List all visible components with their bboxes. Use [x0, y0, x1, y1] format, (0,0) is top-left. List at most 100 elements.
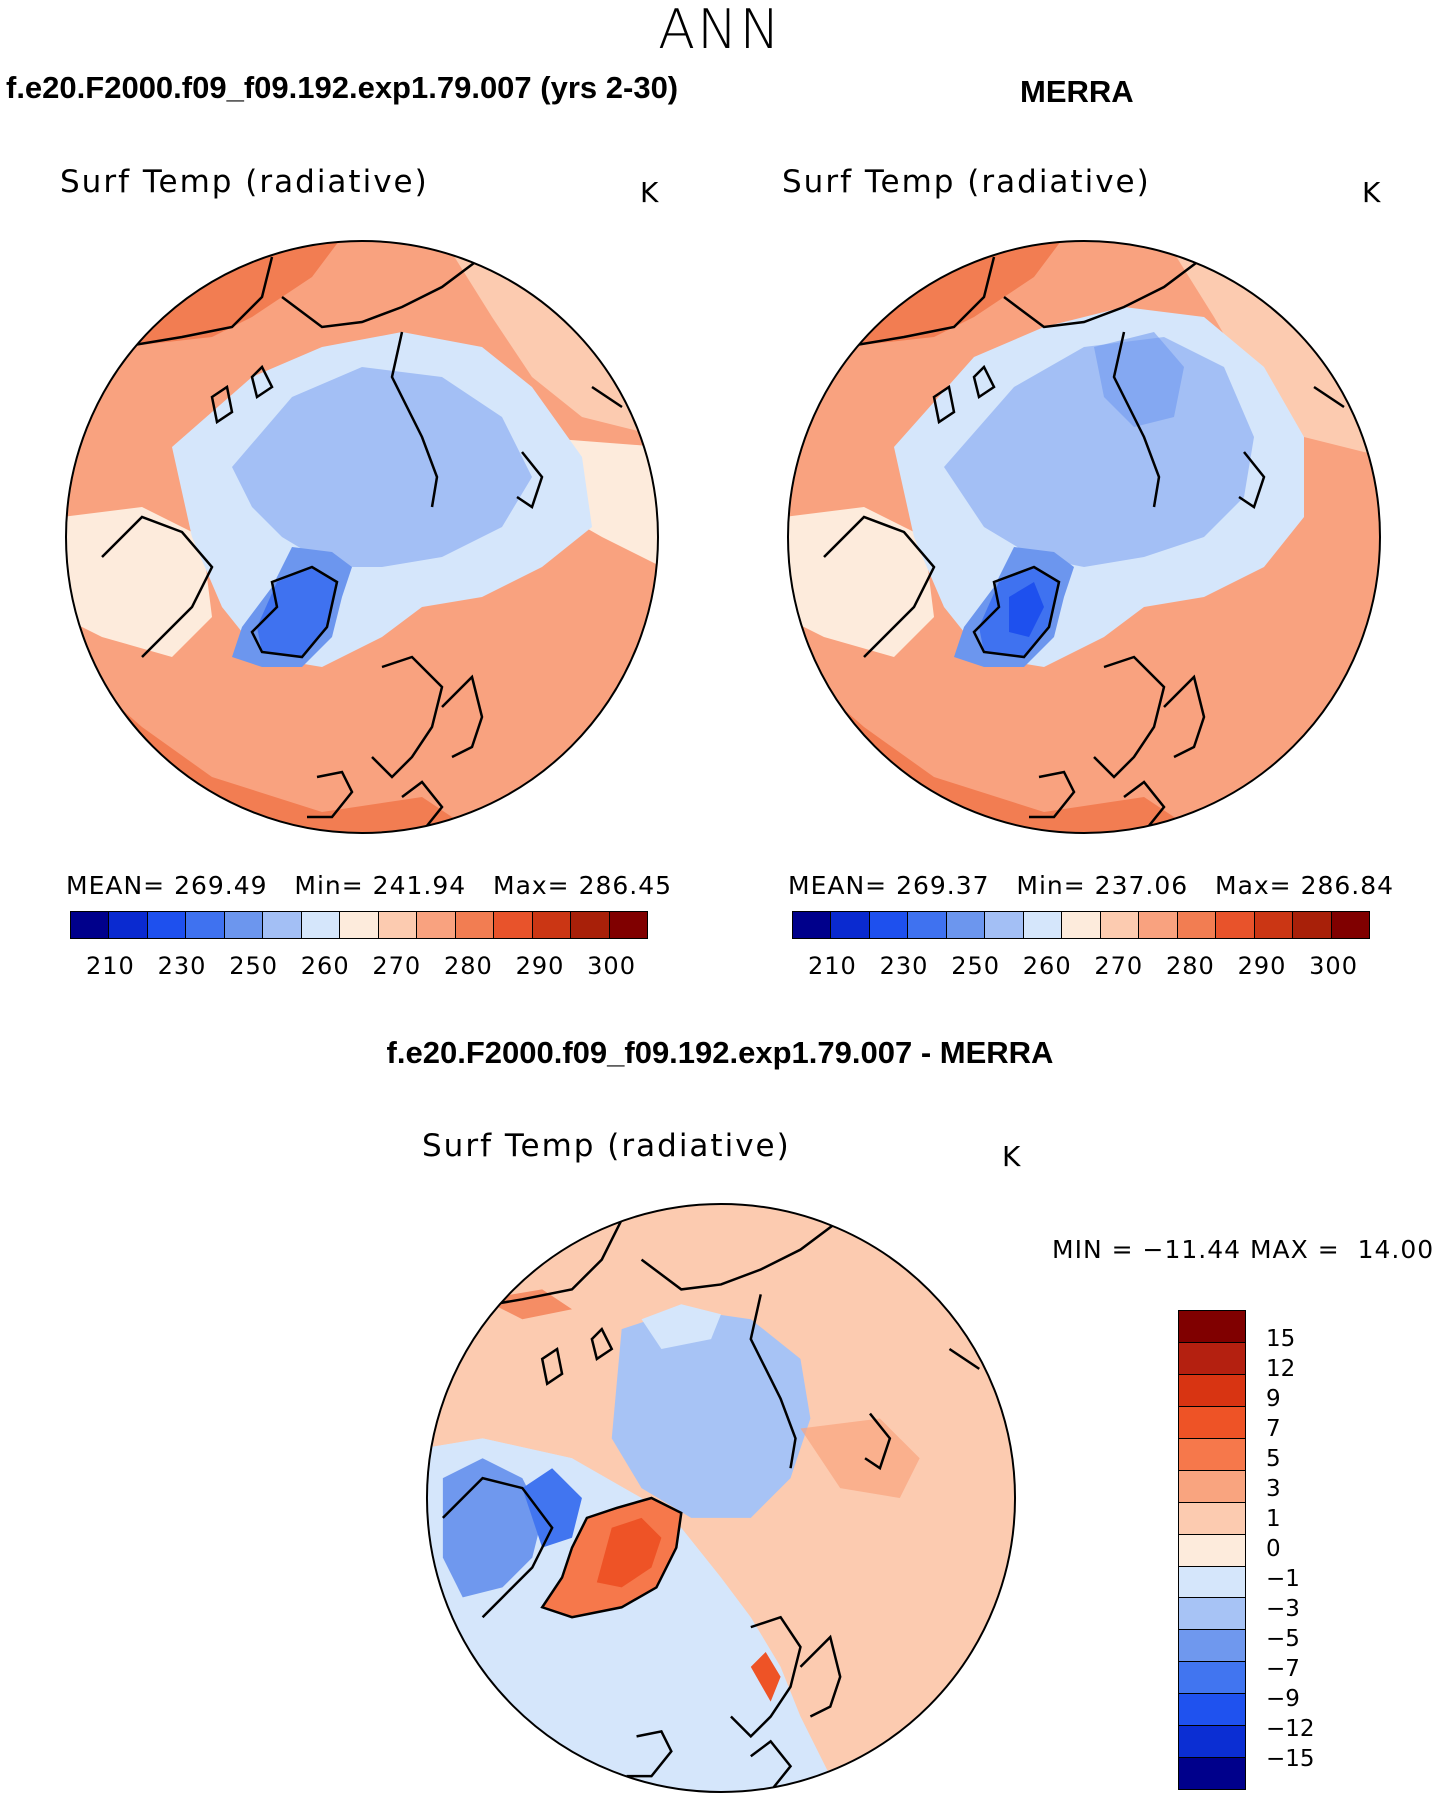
colorbar-swatch — [1179, 1758, 1245, 1790]
panel2-max-label: Max= — [1215, 871, 1292, 900]
colorbar-tick-label: 15 — [1266, 1326, 1296, 1352]
panel1-mean-value: 269.49 — [174, 871, 268, 900]
colorbar-swatch — [71, 912, 110, 938]
colorbar-swatch — [263, 912, 302, 938]
colorbar-tick-label: 280 — [443, 952, 493, 980]
colorbar-swatch — [1293, 912, 1332, 938]
colorbar-swatch — [1179, 1502, 1245, 1535]
panel2-mean-value: 269.37 — [896, 871, 990, 900]
colorbar-tick-label: 230 — [879, 952, 929, 980]
panel2-stats: MEAN= 269.37 Min= 237.06 Max= 286.84 — [788, 871, 1394, 900]
colorbar-tick-label: −12 — [1266, 1716, 1315, 1742]
panel1-colorbar — [70, 911, 648, 939]
colorbar-tick-label: 300 — [1309, 952, 1358, 980]
colorbar-tick-label: 290 — [1237, 952, 1287, 980]
colorbar-tick-label: 260 — [1022, 952, 1072, 980]
panel2-colorbar — [792, 911, 1370, 939]
colorbar-swatch — [1179, 1662, 1245, 1695]
colorbar-swatch — [946, 912, 986, 938]
panel1-max-label: Max= — [493, 871, 570, 900]
colorbar-swatch — [1179, 1726, 1245, 1759]
panel1-max-value: 286.45 — [578, 871, 673, 900]
colorbar-tick-label: 5 — [1266, 1446, 1281, 1472]
colorbar-tick-label: 290 — [515, 952, 565, 980]
colorbar-tick-label: −3 — [1266, 1596, 1300, 1622]
panel1-min-label: Min= — [294, 871, 364, 900]
colorbar-swatch — [109, 912, 148, 938]
panel1-min-value: 241.94 — [372, 871, 467, 900]
colorbar-tick-label: 260 — [300, 952, 350, 980]
panel3-min-value: −11.44 — [1142, 1235, 1242, 1264]
colorbar-tick-label: 9 — [1266, 1386, 1281, 1412]
colorbar-swatch — [985, 912, 1024, 938]
colorbar-tick-label: 210 — [808, 952, 857, 980]
colorbar-swatch — [1179, 1598, 1245, 1631]
colorbar-swatch — [1179, 1374, 1245, 1407]
colorbar-tick-label: 300 — [587, 952, 636, 980]
season-title: ANN — [658, 0, 782, 61]
colorbar-tick-label: 0 — [1266, 1536, 1281, 1562]
panel3-title: f.e20.F2000.f09_f09.192.exp1.79.007 - ME… — [386, 1035, 1054, 1070]
panel3-variable: Surf Temp (radiative) — [422, 1128, 791, 1164]
colorbar-swatch — [340, 912, 379, 938]
colorbar-tick-label: 270 — [372, 952, 422, 980]
colorbar-tick-label: 280 — [1165, 952, 1215, 980]
colorbar-swatch — [908, 912, 947, 938]
colorbar-swatch — [455, 912, 495, 938]
panel3-colorbar-ticks: 15 12 9 7 5 3 1 0 −1 −3 −5 −7 −9 −12 −15 — [1266, 1310, 1336, 1790]
colorbar-tick-label: 12 — [1266, 1356, 1296, 1382]
colorbar-tick-label: 230 — [157, 952, 207, 980]
panel2-max-value: 286.84 — [1300, 871, 1395, 900]
colorbar-swatch — [1179, 1630, 1245, 1663]
colorbar-swatch — [1216, 912, 1255, 938]
colorbar-tick-label: −9 — [1266, 1686, 1300, 1712]
colorbar-swatch — [1179, 1342, 1245, 1375]
colorbar-swatch — [1179, 1470, 1245, 1503]
colorbar-tick-label: 250 — [229, 952, 278, 980]
panel3-map — [425, 1202, 1017, 1794]
panel2-map — [787, 240, 1381, 834]
panel2-variable: Surf Temp (radiative) — [782, 164, 1151, 200]
panel2-title: MERRA — [1020, 74, 1134, 109]
colorbar-tick-label: 210 — [86, 952, 135, 980]
panel2-units: K — [1362, 176, 1381, 209]
colorbar-swatch — [869, 912, 909, 938]
panel3-stats: MIN = −11.44 MAX = 14.00 — [1052, 1235, 1434, 1264]
colorbar-swatch — [1179, 1438, 1245, 1471]
colorbar-swatch — [1062, 912, 1101, 938]
colorbar-swatch — [147, 912, 187, 938]
panel3-min-label: MIN = — [1052, 1235, 1134, 1264]
panel1-units: K — [640, 176, 659, 209]
colorbar-tick-label: −5 — [1266, 1626, 1300, 1652]
colorbar-swatch — [1179, 1566, 1245, 1599]
panel2-colorbar-ticks: 210 230 250 260 270 280 290 300 — [808, 952, 1358, 980]
colorbar-swatch — [1179, 1534, 1245, 1567]
colorbar-tick-label: −15 — [1266, 1746, 1315, 1772]
colorbar-swatch — [417, 912, 456, 938]
colorbar-swatch — [609, 912, 648, 938]
colorbar-swatch — [1254, 912, 1294, 938]
panel1-stats: MEAN= 269.49 Min= 241.94 Max= 286.45 — [66, 871, 672, 900]
panel1-variable: Surf Temp (radiative) — [60, 164, 429, 200]
colorbar-tick-label: −7 — [1266, 1656, 1300, 1682]
colorbar-swatch — [378, 912, 418, 938]
colorbar-swatch — [1179, 1311, 1245, 1343]
panel1-map — [65, 240, 659, 834]
colorbar-swatch — [532, 912, 572, 938]
panel2-min-value: 237.06 — [1094, 871, 1189, 900]
colorbar-swatch — [224, 912, 264, 938]
panel1-mean-label: MEAN= — [66, 871, 166, 900]
panel3-max-label: MAX = — [1249, 1235, 1340, 1264]
colorbar-swatch — [494, 912, 533, 938]
colorbar-swatch — [1100, 912, 1140, 938]
colorbar-tick-label: 270 — [1094, 952, 1144, 980]
colorbar-swatch — [1139, 912, 1178, 938]
panel2-mean-label: MEAN= — [788, 871, 888, 900]
colorbar-swatch — [186, 912, 225, 938]
colorbar-swatch — [1023, 912, 1063, 938]
colorbar-swatch — [793, 912, 832, 938]
colorbar-swatch — [1331, 912, 1370, 938]
colorbar-swatch — [831, 912, 870, 938]
panel3-colorbar — [1178, 1310, 1246, 1790]
colorbar-tick-label: 1 — [1266, 1506, 1281, 1532]
